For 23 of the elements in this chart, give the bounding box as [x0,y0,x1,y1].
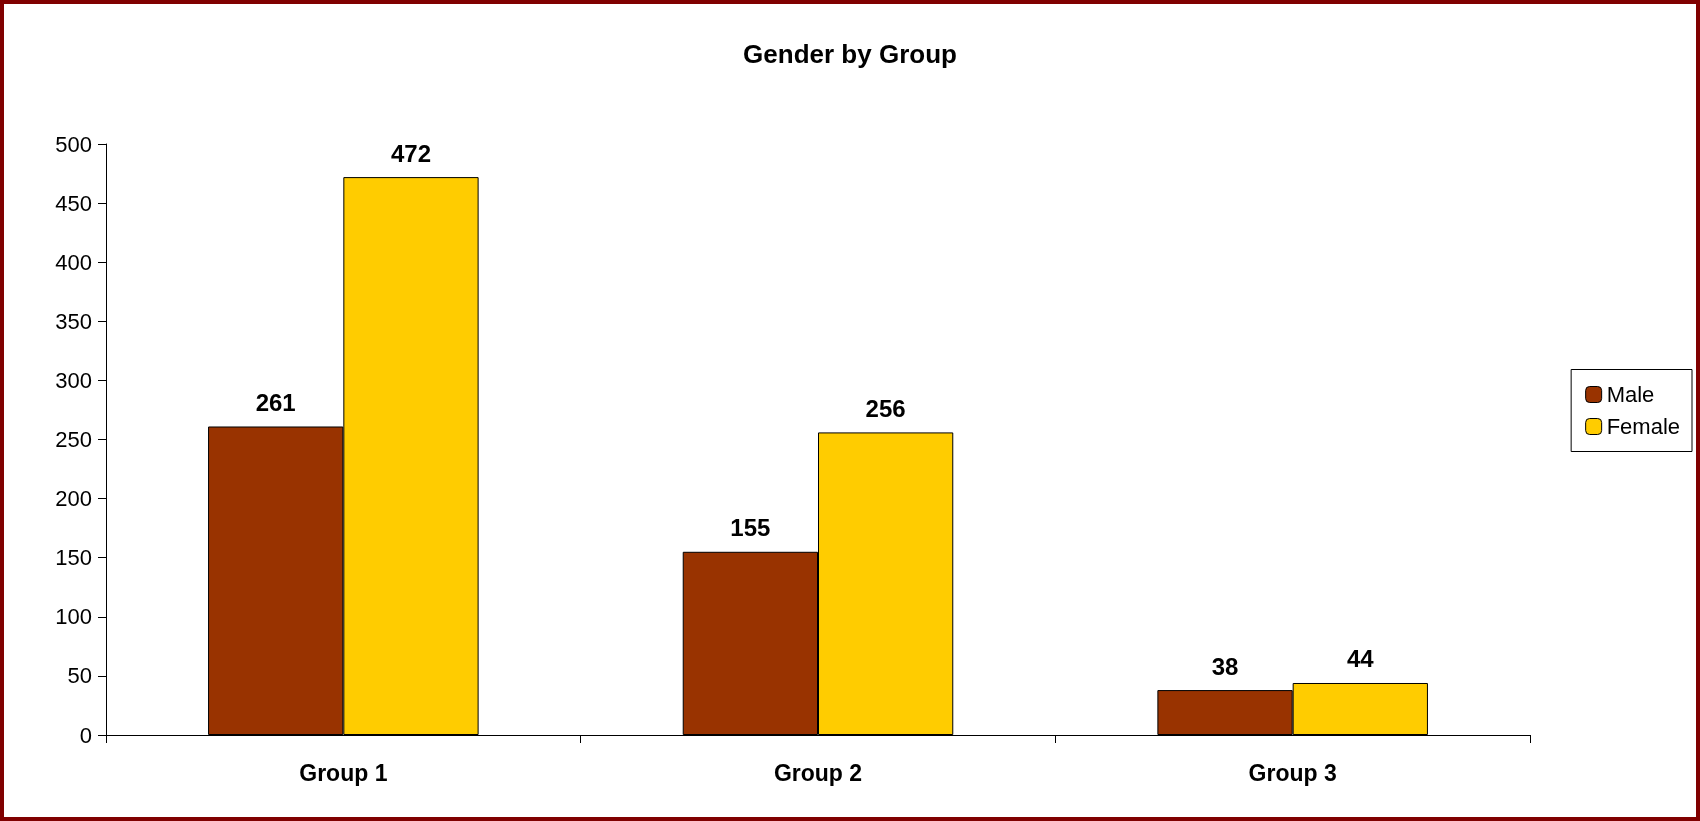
y-tick-label: 400 [55,249,92,275]
data-label: 38 [1211,652,1239,680]
data-label: 256 [865,394,906,422]
y-tick-label: 100 [55,604,92,630]
y-tick-label: 50 [67,663,92,689]
x-tick-label: Group 2 [773,759,863,786]
y-tick-label: 350 [55,308,92,334]
y-tick-label: 200 [55,486,92,512]
data-label: 472 [390,139,431,167]
y-tick-label: 150 [55,545,92,571]
data-label: 261 [255,389,296,416]
y-tick-label: 300 [55,367,92,393]
data-label: 155 [730,514,771,542]
y-tick-label: 0 [79,722,92,748]
x-tick-label: Group 1 [299,759,388,786]
legend-label: Male [1606,382,1655,407]
legend-label: Female [1606,414,1680,439]
chart-title: Gender by Group [743,39,957,69]
y-tick-label: 450 [55,190,92,216]
y-tick-label: 500 [55,131,92,157]
data-label: 44 [1346,645,1375,673]
x-tick-label: Group 3 [1248,759,1337,786]
y-tick-label: 250 [55,427,92,452]
